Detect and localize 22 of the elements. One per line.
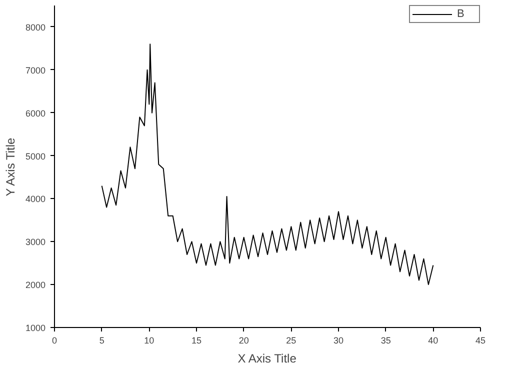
x-tick-label: 20 — [238, 336, 249, 346]
x-tick-label: 25 — [286, 336, 296, 346]
x-tick-label: 15 — [191, 336, 202, 346]
x-tick-label: 35 — [380, 336, 391, 346]
x-tick-label: 45 — [475, 336, 486, 346]
y-tick-label: 5000 — [25, 151, 46, 162]
y-tick-label: 8000 — [25, 22, 46, 32]
y-axis-title: Y Axis Title — [3, 137, 18, 196]
line-series — [101, 44, 434, 286]
x-tick-label: 30 — [333, 336, 344, 346]
x-tick-label: 5 — [99, 336, 104, 346]
y-tick-label: 4000 — [25, 194, 46, 204]
y-tick-label: 2000 — [25, 280, 46, 290]
x-tick-label: 0 — [52, 336, 58, 346]
y-tick-label: 7000 — [25, 65, 46, 76]
x-tick-label: 10 — [144, 336, 154, 346]
y-tick-label: 6000 — [25, 108, 46, 118]
legend-label: B — [457, 8, 466, 20]
y-tick-label: 3000 — [25, 237, 46, 248]
x-tick-label: 40 — [428, 336, 438, 346]
y-tick-label: 1000 — [25, 323, 46, 333]
x-axis-title: X Axis Title — [238, 352, 297, 366]
